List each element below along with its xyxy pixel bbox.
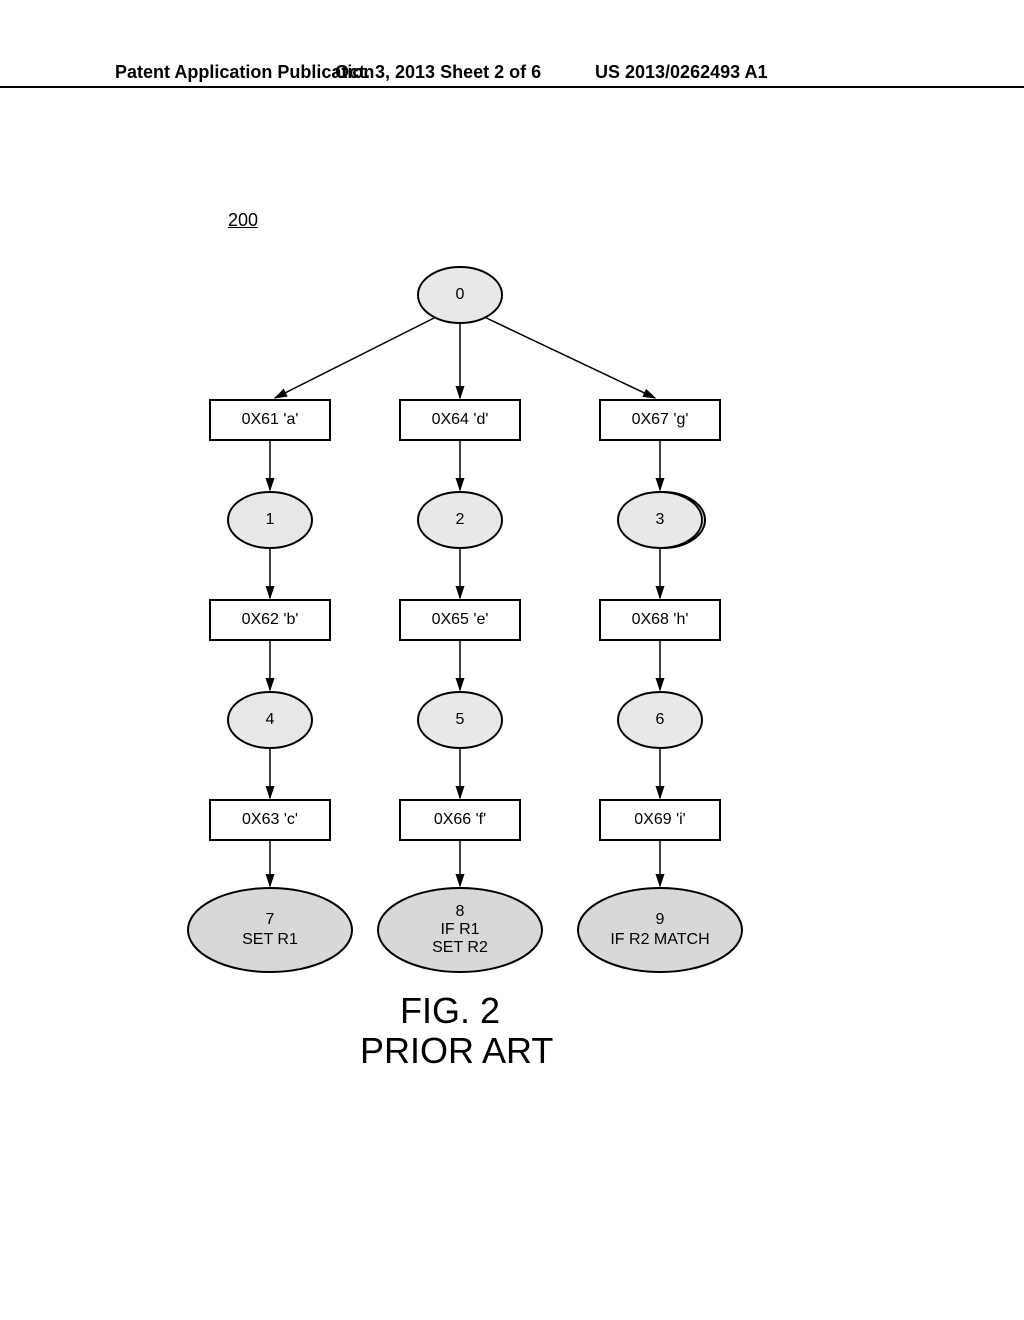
diagram-svg: 0 0X61 'a' 0X64 'd' 0X67 'g' 1 2 3 0X62 … [0,0,1024,1320]
node-rect-a1-label: 0X61 'a' [242,411,299,428]
node-9 [578,888,742,972]
node-8-line1: 8 [456,903,465,920]
node-rect-a2-label: 0X62 'b' [242,611,299,628]
node-8-line3: SET R2 [432,939,488,956]
node-7 [188,888,352,972]
node-2-label: 2 [456,511,465,528]
node-4-label: 4 [266,711,275,728]
edge-root-right [480,315,655,398]
node-rect-b2-label: 0X65 'e' [432,611,489,628]
node-rect-a3-label: 0X63 'c' [242,811,298,828]
node-1-label: 1 [266,511,275,528]
node-rect-b1-label: 0X64 'd' [432,411,489,428]
node-7-line2: SET R1 [242,931,298,948]
node-9-line2: IF R2 MATCH [610,931,709,948]
figure-caption-line2: PRIOR ART [360,1030,553,1072]
node-5-label: 5 [456,711,465,728]
node-6-label: 6 [656,711,665,728]
node-rect-b3-label: 0X66 'f' [434,811,486,828]
node-rect-c3-label: 0X69 'i' [634,811,685,828]
figure-caption-line1: FIG. 2 [400,990,500,1032]
node-0-label: 0 [456,286,465,303]
node-8-line2: IF R1 [440,921,479,938]
node-3-label: 3 [656,511,665,528]
node-rect-c2-label: 0X68 'h' [632,611,689,628]
node-9-line1: 9 [656,911,665,928]
node-7-line1: 7 [266,911,275,928]
node-rect-c1-label: 0X67 'g' [632,411,689,428]
edge-root-left [275,315,440,398]
